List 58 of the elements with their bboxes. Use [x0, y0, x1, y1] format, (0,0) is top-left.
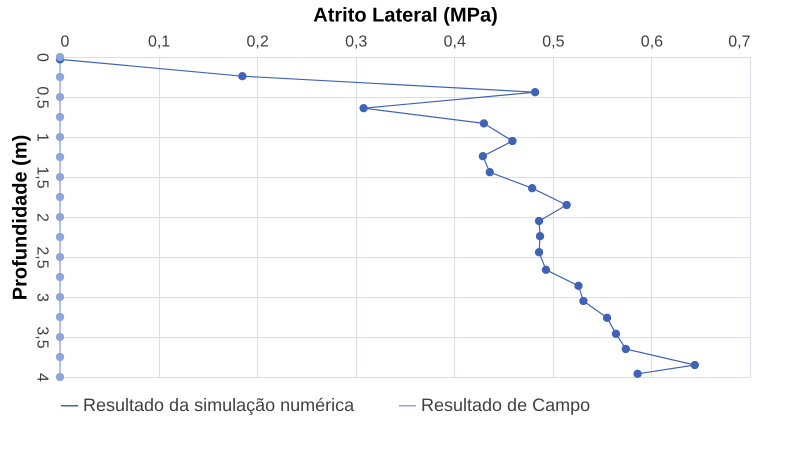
point	[56, 292, 64, 302]
point	[56, 312, 64, 322]
point	[574, 282, 583, 290]
point	[56, 52, 64, 62]
point	[633, 370, 642, 378]
point	[690, 360, 699, 370]
x-axis-title: Atrito Lateral (MPa)	[313, 4, 498, 26]
point	[480, 119, 488, 128]
point	[56, 92, 64, 102]
point	[56, 372, 64, 382]
legend-label: Resultado da simulação numérica	[83, 394, 356, 415]
point	[542, 266, 550, 274]
point	[56, 152, 64, 162]
point	[56, 232, 64, 242]
y-tick-label: 1,5	[34, 166, 50, 189]
y-tick-label: 4	[34, 373, 50, 382]
point	[612, 330, 620, 338]
point	[536, 232, 544, 240]
legend-label: Resultado de Campo	[421, 394, 590, 415]
point	[528, 184, 536, 192]
y-tick-label: 0	[34, 53, 50, 62]
point	[478, 152, 488, 160]
point	[56, 272, 64, 282]
point	[602, 314, 612, 322]
point	[56, 332, 64, 342]
x-tick-label: 0,1	[148, 34, 170, 50]
point	[359, 104, 368, 112]
x-tick-label: 0,5	[542, 34, 565, 50]
point	[579, 296, 588, 306]
x-tick-label: 0	[60, 34, 70, 50]
y-tick-label: 1	[34, 133, 50, 142]
point	[562, 200, 571, 210]
point	[622, 344, 630, 354]
y-tick-label: 2,5	[34, 246, 50, 269]
point	[56, 112, 64, 122]
y-tick-label: 3,5	[34, 326, 50, 349]
point	[508, 136, 517, 146]
point	[534, 216, 544, 226]
x-tick-label: 0,3	[345, 34, 368, 50]
point	[486, 168, 494, 176]
point	[56, 132, 64, 142]
x-tick-label: 0,7	[728, 34, 751, 50]
x-tick-label: 0,6	[640, 34, 664, 50]
point	[56, 192, 64, 202]
y-tick-label: 2	[34, 213, 50, 222]
point	[56, 352, 64, 362]
y-axis-title: Profundidade (m)	[10, 134, 32, 300]
y-tick-label: 3	[34, 293, 50, 302]
x-tick-label: 0,4	[444, 34, 466, 50]
point	[56, 72, 64, 82]
point	[56, 172, 64, 182]
point	[56, 252, 64, 262]
y-tick-label: 0,5	[34, 86, 50, 109]
point	[530, 88, 540, 96]
point	[238, 72, 247, 80]
x-tick-label: 0,2	[246, 34, 269, 50]
point	[56, 212, 64, 222]
point	[534, 248, 544, 256]
